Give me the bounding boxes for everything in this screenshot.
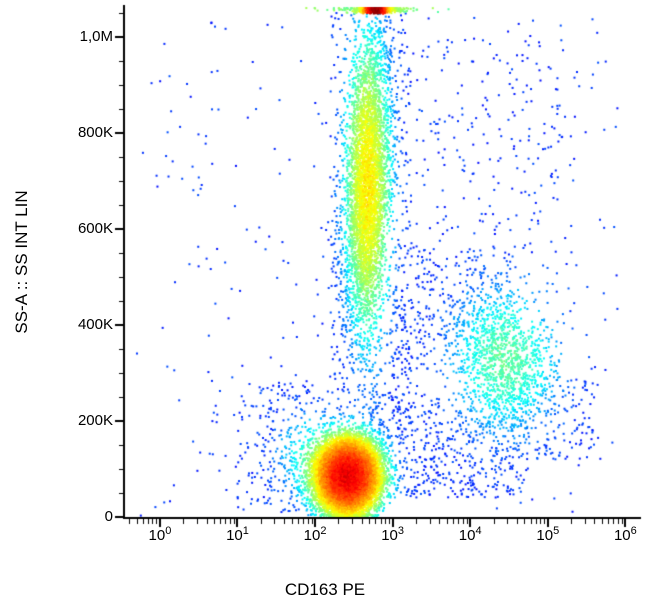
x-tick-label: 102 <box>303 525 327 544</box>
y-tick-label: 200K <box>77 411 113 429</box>
x-tick-label: 104 <box>458 525 482 544</box>
y-tick-label: 1,0M <box>79 27 113 45</box>
y-tick-label: 800K <box>77 123 113 141</box>
x-tick-label: 105 <box>536 525 560 544</box>
y-tick-label: 600K <box>77 219 113 237</box>
y-tick-label: 0 <box>104 508 113 525</box>
x-tick-label: 106 <box>613 525 637 544</box>
x-tick-label: 103 <box>381 525 405 544</box>
x-tick-label: 101 <box>226 525 249 544</box>
y-axis-title: SS-A :: SS INT LIN <box>12 190 31 334</box>
y-tick-label: 400K <box>77 315 113 333</box>
x-axis-title: CD163 PE <box>284 580 366 599</box>
x-tick-label: 100 <box>148 525 172 544</box>
